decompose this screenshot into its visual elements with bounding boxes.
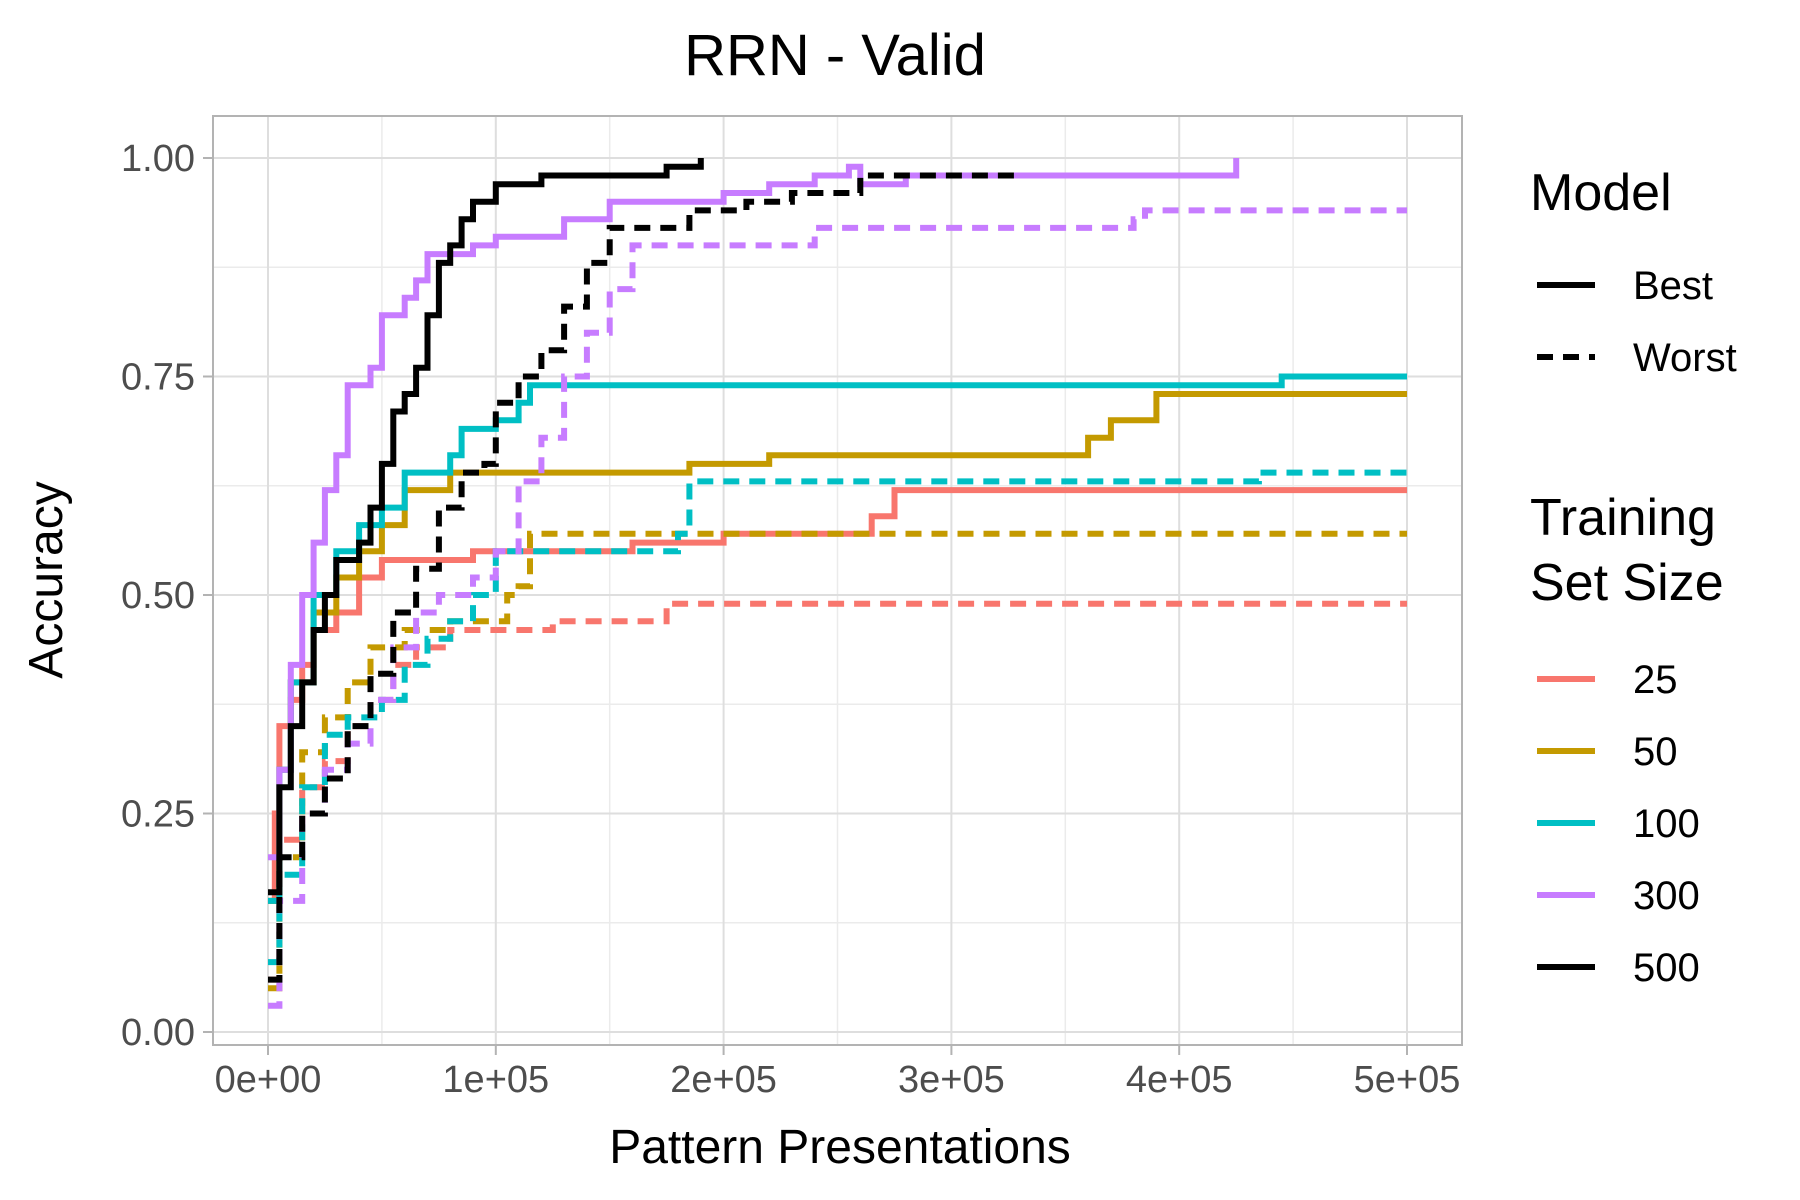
x-axis-title: Pattern Presentations (609, 1121, 1071, 1174)
legend-label-size-500: 500 (1633, 946, 1700, 990)
legend-label-best: Best (1633, 264, 1713, 308)
y-axis-title: Accuracy (20, 481, 73, 678)
legend-model-title: Model (1530, 164, 1672, 222)
legend: Model Best Worst Training Set Size 25 50 10… (1530, 164, 1737, 990)
grid-minor (213, 116, 1462, 1045)
x-tick-label: 3e+05 (898, 1059, 1005, 1101)
legend-label-size-300: 300 (1633, 874, 1700, 918)
x-tick-label: 4e+05 (1126, 1059, 1233, 1101)
legend-label-size-50: 50 (1633, 730, 1678, 774)
series-line-500-best (268, 158, 704, 896)
legend-label-size-100: 100 (1633, 802, 1700, 846)
plot-area (212, 115, 1463, 1046)
series-line-100-worst (268, 469, 1407, 966)
x-tick-label: 0e+00 (215, 1059, 322, 1101)
y-tick-label: 0.75 (121, 357, 195, 399)
series-line-300-best (268, 158, 1240, 861)
y-tick-label: 0.25 (121, 794, 195, 836)
y-tick-label: 0.50 (121, 575, 195, 617)
y-tick-label: 1.00 (121, 138, 195, 180)
series-line-500-worst (268, 172, 1020, 983)
chart-title: RRN - Valid (684, 23, 986, 88)
legend-size-title-line2: Set Size (1530, 554, 1724, 612)
x-tick-label: 2e+05 (670, 1059, 777, 1101)
legend-label-worst: Worst (1633, 336, 1737, 380)
y-axis: 0.00 0.25 0.50 0.75 1.00 (121, 138, 213, 1054)
legend-label-size-25: 25 (1633, 658, 1678, 702)
legend-model-items: Best Worst (1537, 264, 1737, 380)
x-axis: 0e+00 1e+05 2e+05 3e+05 4e+05 5e+05 (215, 1045, 1461, 1101)
plot-border (212, 115, 1463, 1046)
series-line-300-worst (268, 207, 1407, 1009)
series-layer (268, 158, 1407, 1009)
legend-size-items: 25 50 100 300 500 (1537, 658, 1700, 990)
legend-size-title-line1: Training (1530, 489, 1716, 547)
x-tick-label: 1e+05 (442, 1059, 549, 1101)
y-tick-label: 0.00 (121, 1012, 195, 1054)
x-tick-label: 5e+05 (1354, 1059, 1461, 1101)
